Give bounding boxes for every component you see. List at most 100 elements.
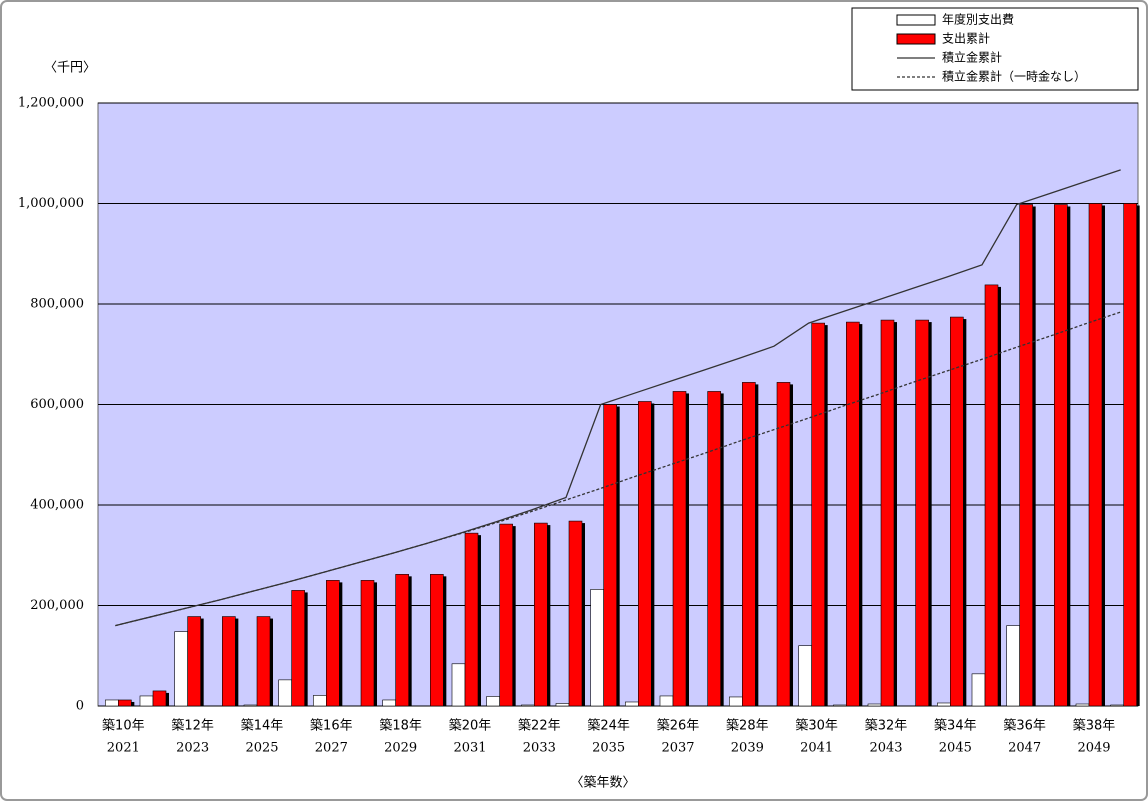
bar — [326, 580, 340, 707]
bar — [672, 391, 687, 707]
bar — [499, 523, 513, 707]
bar — [382, 699, 396, 707]
x-tick-label: 築20年 — [449, 719, 492, 734]
x-tick-label: 2045 — [939, 741, 972, 756]
legend-label: 積立金累計 — [942, 50, 1002, 65]
x-tick-label: 2021 — [107, 741, 140, 756]
x-tick-label: 2035 — [592, 741, 625, 756]
bar — [395, 574, 409, 707]
bar — [360, 580, 375, 707]
y-tick-label: 0 — [76, 699, 84, 714]
bar — [798, 645, 812, 707]
y-unit: 〈千円〉 — [44, 61, 96, 76]
bar — [1075, 703, 1090, 707]
legend-label: 積立金累計（一時金なし） — [942, 69, 1086, 84]
x-tick-label: 築22年 — [518, 719, 561, 734]
x-tick-label: 築38年 — [1073, 719, 1116, 734]
bar — [1088, 203, 1103, 707]
x-tick-label: 築34年 — [934, 719, 977, 734]
bar — [625, 701, 639, 707]
bar — [729, 696, 743, 707]
x-tick-label: 2037 — [661, 741, 694, 756]
bar — [534, 522, 548, 707]
legend-label: 支出累計 — [942, 31, 990, 46]
bar — [915, 319, 929, 707]
x-tick-label: 2027 — [315, 741, 348, 756]
y-tick-label: 200,000 — [30, 598, 84, 613]
x-tick-label: 2031 — [453, 741, 486, 756]
x-tick-label: 2033 — [523, 741, 556, 756]
bar — [707, 391, 721, 707]
bar — [555, 703, 570, 707]
legend-swatch — [896, 14, 936, 26]
x-tick-label: 築18年 — [379, 719, 422, 734]
y-tick-label: 800,000 — [30, 297, 84, 312]
bar — [590, 589, 604, 707]
y-tick-label: 600,000 — [30, 397, 84, 412]
bar — [118, 699, 132, 707]
legend-label: 年度別支出費 — [942, 12, 1014, 27]
x-tick-label: 築16年 — [310, 719, 353, 734]
bar — [811, 322, 825, 707]
x-tick-label: 築12年 — [171, 719, 214, 734]
y-tick-label: 1,200,000 — [18, 96, 84, 111]
bar — [971, 673, 986, 707]
bar — [984, 284, 999, 707]
bar — [256, 616, 271, 707]
bar — [451, 663, 466, 707]
bar — [278, 679, 292, 707]
x-axis-label: 〈築年数〉 — [570, 776, 635, 791]
bar — [742, 382, 756, 707]
bar — [638, 401, 652, 707]
x-tick-label: 2039 — [731, 741, 764, 756]
x-tick-label: 築36年 — [1003, 719, 1046, 734]
bar — [291, 590, 305, 707]
bar — [152, 690, 167, 707]
bar — [1019, 204, 1033, 707]
bar — [430, 574, 444, 707]
bar — [187, 616, 201, 707]
bar — [464, 532, 479, 707]
bar — [937, 702, 951, 707]
bar — [222, 616, 236, 707]
y-tick-label: 400,000 — [30, 498, 84, 513]
bar — [568, 520, 583, 707]
bar — [174, 631, 188, 707]
bar — [833, 704, 847, 707]
bar — [486, 696, 500, 707]
x-tick-label: 築10年 — [102, 719, 145, 734]
bar — [1054, 204, 1068, 707]
bar — [105, 699, 119, 707]
x-tick-label: 2049 — [1077, 741, 1110, 756]
x-tick-label: 2047 — [1008, 741, 1041, 756]
x-tick-label: 築28年 — [726, 719, 769, 734]
bar — [521, 704, 535, 707]
bar — [950, 316, 964, 707]
x-tick-label: 築24年 — [587, 719, 630, 734]
legend-swatch — [896, 33, 936, 45]
bar — [846, 321, 860, 707]
x-tick-label: 2041 — [800, 741, 833, 756]
bar — [776, 382, 791, 707]
bar — [1006, 625, 1020, 707]
x-tick-label: 築30年 — [795, 719, 838, 734]
x-tick-label: 築32年 — [865, 719, 908, 734]
bar — [603, 404, 617, 707]
x-tick-label: 築26年 — [657, 719, 700, 734]
x-tick-label: 2025 — [245, 741, 278, 756]
bar — [867, 703, 882, 707]
bar — [139, 695, 154, 707]
x-tick-label: 築14年 — [241, 719, 284, 734]
x-tick-label: 2023 — [176, 741, 209, 756]
line — [115, 311, 1121, 627]
bar — [243, 704, 258, 707]
bar — [1110, 704, 1124, 707]
y-tick-label: 1,000,000 — [18, 196, 84, 211]
x-tick-label: 2043 — [869, 741, 902, 756]
bar — [659, 695, 674, 707]
bar — [1123, 203, 1137, 707]
bar — [880, 319, 895, 707]
bar — [313, 695, 327, 707]
